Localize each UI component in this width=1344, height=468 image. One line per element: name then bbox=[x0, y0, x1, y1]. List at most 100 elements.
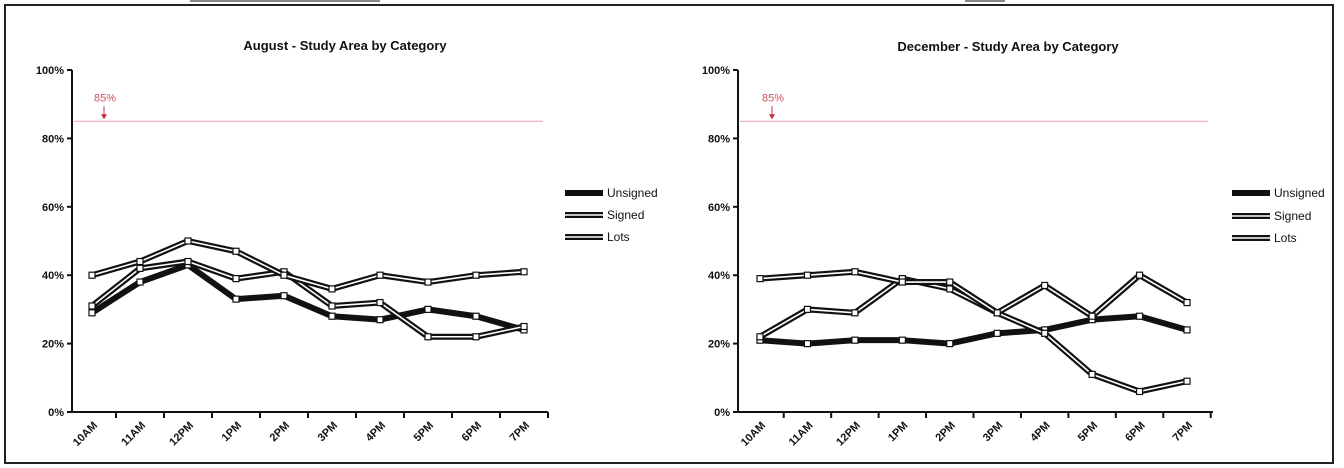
chart2-series-lots-point bbox=[1135, 271, 1144, 279]
chart1-x-tick-label: 12PM bbox=[167, 420, 196, 449]
chart2-x-tick-label: 4PM bbox=[1028, 420, 1052, 444]
chart1-series-unsigned-point bbox=[472, 312, 480, 320]
chart1-series-lots-point bbox=[376, 271, 384, 279]
chart1-title: August - Study Area by Category bbox=[243, 38, 447, 53]
chart1-series-lots-point bbox=[136, 257, 144, 266]
chart1-series-unsigned-line bbox=[89, 261, 527, 333]
chart2-series-unsigned-point bbox=[1183, 326, 1191, 334]
chart1-series-unsigned-point bbox=[280, 292, 288, 300]
chart1-x-tick-label: 3PM bbox=[316, 420, 340, 444]
chart1-series-lots-point bbox=[232, 247, 240, 255]
chart2-series-signed-point bbox=[756, 333, 764, 341]
chart2-series-signed-point bbox=[803, 305, 812, 313]
chart2-series-lots-point bbox=[756, 275, 764, 283]
chart1-series-signed-point bbox=[136, 264, 144, 272]
chart2-group: December - Study Area by Category 0% 20% 40… bbox=[702, 39, 1325, 449]
chart2-x-tick-label: 1PM bbox=[886, 420, 910, 444]
chart1-series-lots-point bbox=[424, 278, 432, 286]
chart1-series-signed-point bbox=[184, 257, 192, 266]
chart2-legend-signed-label: Signed bbox=[1274, 209, 1311, 223]
chart2-series-lots-point bbox=[1088, 312, 1096, 320]
chart2-x-tick-label: 7PM bbox=[1171, 420, 1195, 444]
top-border-fragment bbox=[190, 0, 380, 2]
chart1-series-unsigned-point bbox=[232, 295, 240, 303]
chart2-series-unsigned-point bbox=[803, 340, 812, 348]
chart1-series-lots-point bbox=[280, 271, 288, 279]
chart1-series-unsigned-point bbox=[88, 309, 96, 317]
chart1-legend-unsigned-label: Unsigned bbox=[607, 186, 658, 200]
chart2-series-signed-point bbox=[1183, 377, 1191, 385]
chart2-series-unsigned-point bbox=[1135, 312, 1144, 320]
chart2-series-unsigned-point bbox=[851, 336, 859, 344]
chart2-series-signed-point bbox=[946, 285, 954, 293]
chart1-series-unsigned-point bbox=[136, 278, 144, 286]
chart2-y-tick-label: 100% bbox=[702, 65, 730, 77]
chart1-series-unsigned-point bbox=[424, 305, 432, 313]
chart2-series-signed-point bbox=[851, 309, 859, 317]
chart2-x-tick-label: 10AM bbox=[739, 420, 768, 449]
chart2-title: December - Study Area by Category bbox=[897, 39, 1119, 54]
chart1-series-signed-point bbox=[376, 298, 384, 307]
chart1-series-unsigned-point bbox=[328, 312, 336, 320]
chart1-legend-signed-label: Signed bbox=[607, 208, 644, 222]
chart1-series-signed-inner bbox=[91, 260, 525, 338]
chart2-reference-label: 85% bbox=[762, 92, 784, 104]
chart1-reference-arrowhead bbox=[101, 114, 107, 120]
chart1-series-lots-point bbox=[184, 237, 192, 245]
chart1-x-tick-label: 6PM bbox=[460, 420, 484, 444]
chart2-series-signed-point bbox=[1088, 370, 1096, 378]
chart-frame bbox=[4, 4, 1334, 464]
chart2-series-signed-point bbox=[1135, 387, 1144, 396]
chart2-y-tick-label: 40% bbox=[708, 270, 730, 282]
chart2-y-tick-label: 0% bbox=[714, 407, 730, 419]
chart2-x-tick-label: 2PM bbox=[933, 420, 957, 444]
chart1-y-tick-label: 20% bbox=[42, 339, 64, 351]
chart2-y-tick-label: 20% bbox=[708, 339, 730, 351]
chart1-x-tick-label: 10AM bbox=[71, 420, 100, 449]
chart2-series-lots-point bbox=[898, 278, 906, 286]
chart1-x-tick-label: 4PM bbox=[364, 420, 388, 444]
chart1-y-tick-label: 60% bbox=[42, 202, 64, 214]
chart2-series-unsigned-point bbox=[898, 336, 906, 344]
chart1-x-tick-label: 1PM bbox=[220, 420, 244, 444]
chart2-series-lots-inner bbox=[759, 270, 1188, 318]
chart1-series-lots-inner bbox=[91, 240, 525, 290]
chart2-y-tick-label: 80% bbox=[708, 133, 730, 145]
chart1-series-signed-point bbox=[232, 275, 240, 283]
chart1-series-lots-point bbox=[88, 271, 96, 279]
chart1-series-unsigned-point bbox=[376, 316, 384, 324]
chart2-series-unsigned-point bbox=[946, 340, 954, 348]
chart2-y-tick-label: 60% bbox=[708, 202, 730, 214]
chart1-series-lots-point bbox=[472, 271, 480, 279]
chart2-series-lots-point bbox=[803, 271, 812, 279]
chart1-y-tick-label: 40% bbox=[42, 270, 64, 282]
chart2-x-tick-label: 5PM bbox=[1076, 420, 1100, 444]
chart2-x-tick-label: 6PM bbox=[1123, 420, 1147, 444]
chart2-legend-unsigned-label: Unsigned bbox=[1274, 186, 1325, 200]
chart1-y-tick-label: 80% bbox=[42, 133, 64, 145]
chart2-series-unsigned-line bbox=[757, 313, 1190, 347]
chart2-x-tick-label: 12PM bbox=[834, 420, 863, 449]
chart1-legend-lots-label: Lots bbox=[607, 230, 630, 244]
chart2-x-tick-label: 3PM bbox=[981, 420, 1005, 444]
chart1-x-tick-label: 2PM bbox=[268, 420, 292, 444]
chart1-series-signed-point bbox=[520, 322, 528, 331]
chart1-series-lots-point bbox=[520, 268, 528, 276]
chart1-y-tick-label: 100% bbox=[36, 65, 64, 77]
chart1-series-signed-point bbox=[88, 302, 96, 310]
chart2-reference-arrowhead bbox=[769, 114, 775, 120]
chart2-x-tick-label: 11AM bbox=[787, 420, 816, 449]
chart1-y-tick-label: 0% bbox=[48, 407, 64, 419]
chart1-series-lots-point bbox=[328, 285, 336, 293]
chart1-x-tick-label: 5PM bbox=[412, 420, 436, 444]
chart1-series-signed-point bbox=[472, 333, 480, 341]
chart1-x-tick-label: 11AM bbox=[119, 420, 148, 449]
chart1-group: August - Study Area by Category 0% 20% 40% 6… bbox=[36, 38, 658, 449]
chart2-series-lots-point bbox=[1183, 298, 1191, 307]
chart2-series-lots-point bbox=[1041, 281, 1049, 290]
chart2-series-lots-point bbox=[946, 278, 954, 286]
chart1-series-signed-point bbox=[424, 333, 432, 341]
chart1-series-signed-line bbox=[89, 258, 527, 340]
chart2-series-signed-point bbox=[1041, 329, 1049, 337]
